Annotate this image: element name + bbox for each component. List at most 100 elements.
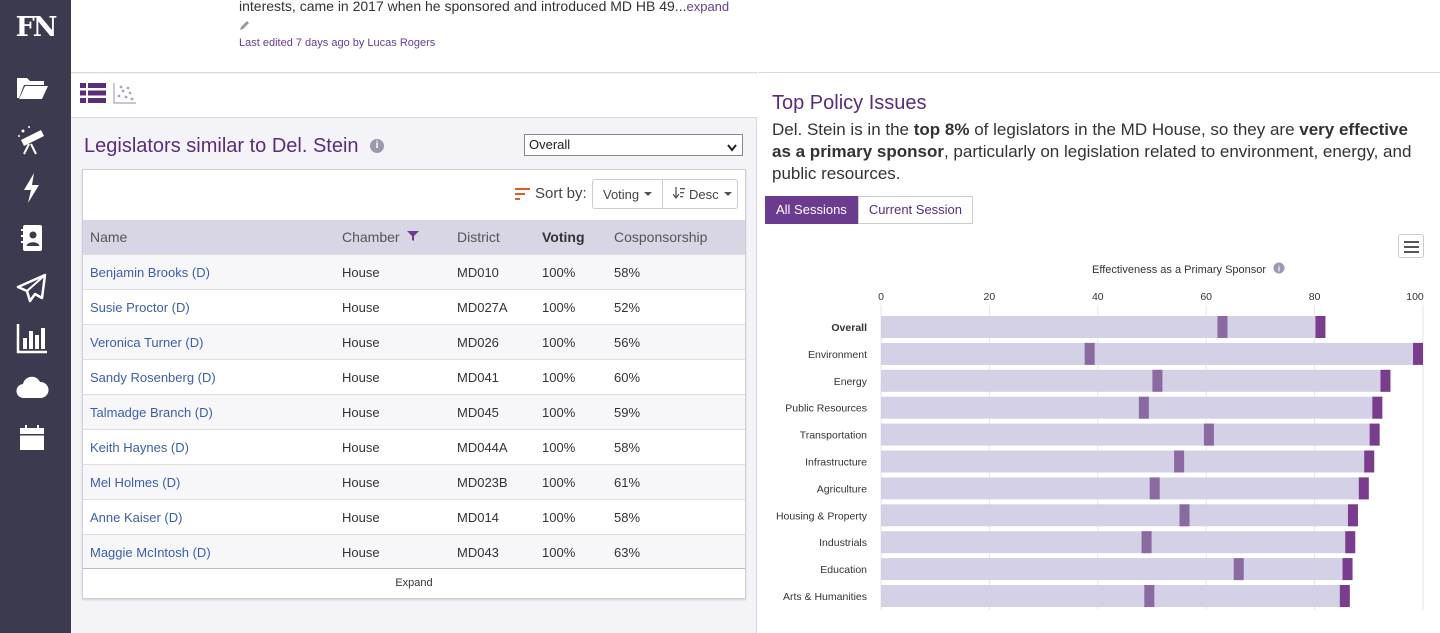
profile-summary: interests, came in 2017 when he sponsore… bbox=[71, 0, 757, 73]
filter-funnel-icon[interactable] bbox=[407, 229, 420, 245]
edit-pencil-icon[interactable] bbox=[239, 18, 251, 36]
score-marker bbox=[1144, 585, 1155, 607]
bar-chart-icon[interactable] bbox=[14, 320, 50, 356]
table-header: Name Chamber District Voting Cosponsorsh… bbox=[83, 220, 745, 254]
district-cell: MD026 bbox=[457, 335, 499, 350]
chart-menu-button[interactable] bbox=[1398, 234, 1424, 258]
table-row: Maggie McIntosh (D) House MD043 100% 63% bbox=[83, 534, 745, 569]
category-label: Environment bbox=[808, 349, 867, 361]
sidebar: FN bbox=[0, 0, 71, 633]
range-bar bbox=[881, 369, 1391, 392]
lightning-icon[interactable] bbox=[14, 170, 50, 206]
legislator-name-link[interactable]: Anne Kaiser (D) bbox=[90, 510, 183, 525]
cosponsorship-cell: 58% bbox=[614, 510, 641, 525]
calendar-icon[interactable] bbox=[14, 420, 50, 456]
chart-title: Effectiveness as a Primary Sponsor bbox=[1092, 264, 1266, 276]
column-header-voting[interactable]: Voting bbox=[542, 229, 585, 245]
cosponsorship-cell: 59% bbox=[614, 405, 641, 420]
column-header-district[interactable]: District bbox=[457, 229, 500, 245]
list-view-icon[interactable] bbox=[80, 82, 106, 109]
tab-current-session[interactable]: Current Session bbox=[857, 196, 974, 224]
column-header-chamber[interactable]: Chamber bbox=[342, 229, 420, 245]
district-cell: MD045 bbox=[457, 405, 499, 420]
similar-legislators-title: Legislators similar to Del. Stein bbox=[84, 135, 359, 157]
cosponsorship-cell: 61% bbox=[614, 475, 641, 490]
contact-book-icon[interactable] bbox=[14, 220, 50, 256]
sort-field-dropdown[interactable]: Voting bbox=[592, 179, 663, 209]
chamber-cell: House bbox=[342, 405, 380, 420]
telescope-icon[interactable] bbox=[14, 121, 50, 157]
table-row: Talmadge Branch (D) House MD045 100% 59% bbox=[83, 394, 745, 429]
top-policy-issues-title: Top Policy Issues bbox=[772, 92, 927, 114]
sort-order-dropdown[interactable]: Desc bbox=[662, 179, 738, 209]
score-marker bbox=[1203, 423, 1214, 446]
district-cell: MD041 bbox=[457, 370, 499, 385]
legislator-name-link[interactable]: Sandy Rosenberg (D) bbox=[90, 370, 216, 385]
score-marker bbox=[1233, 558, 1244, 581]
summary-part: , particularly on legislation related to… bbox=[772, 142, 1412, 183]
x-tick-label: 80 bbox=[1309, 291, 1321, 303]
expand-description-link[interactable]: expand bbox=[686, 0, 730, 14]
legislator-name-link[interactable]: Susie Proctor (D) bbox=[90, 300, 190, 315]
caret-down-icon bbox=[723, 192, 732, 196]
range-end-marker bbox=[1339, 585, 1350, 607]
range-bar bbox=[881, 558, 1353, 581]
district-cell: MD043 bbox=[457, 545, 499, 560]
sort-field-value: Voting bbox=[603, 186, 640, 202]
column-header-name[interactable]: Name bbox=[90, 229, 128, 245]
paper-plane-icon[interactable] bbox=[14, 270, 50, 306]
range-bar bbox=[881, 585, 1350, 607]
voting-cell: 100% bbox=[542, 335, 576, 350]
folder-icon[interactable] bbox=[14, 70, 50, 106]
legislator-name-link[interactable]: Keith Haynes (D) bbox=[90, 440, 189, 455]
sort-icon bbox=[515, 187, 531, 205]
chamber-cell: House bbox=[342, 545, 380, 560]
range-end-marker bbox=[1413, 342, 1423, 365]
chamber-cell: House bbox=[342, 300, 380, 315]
district-cell: MD044A bbox=[457, 440, 508, 455]
cloud-icon[interactable] bbox=[14, 370, 50, 406]
category-label: Industrials bbox=[819, 537, 867, 549]
district-cell: MD027A bbox=[457, 300, 508, 315]
summary-bold-part: top 8% bbox=[913, 120, 970, 139]
district-cell: MD010 bbox=[457, 265, 499, 280]
score-marker bbox=[1179, 504, 1190, 527]
info-icon[interactable]: i bbox=[370, 139, 384, 153]
app-logo[interactable]: FN bbox=[15, 12, 58, 43]
range-end-marker bbox=[1358, 477, 1369, 500]
profile-description: interests, came in 2017 when he sponsore… bbox=[239, 0, 729, 14]
legislator-name-link[interactable]: Veronica Turner (D) bbox=[90, 335, 204, 350]
left-panel: interests, came in 2017 when he sponsore… bbox=[71, 0, 757, 633]
table-row: Keith Haynes (D) House MD044A 100% 58% bbox=[83, 429, 745, 464]
x-tick-label: 0 bbox=[878, 291, 884, 303]
sort-descending-icon bbox=[672, 186, 685, 202]
sort-label: Sort by: bbox=[535, 185, 587, 202]
filter-selected-value: Overall bbox=[529, 137, 571, 152]
voting-cell: 100% bbox=[542, 545, 576, 560]
similar-legislators-table: Sort by: Voting Desc Name Chamber Distri… bbox=[82, 169, 746, 599]
cosponsorship-cell: 60% bbox=[614, 370, 641, 385]
column-header-cosponsorship[interactable]: Cosponsorship bbox=[614, 229, 708, 245]
category-label: Agriculture bbox=[817, 483, 867, 495]
score-marker bbox=[1149, 477, 1160, 500]
scatter-view-icon[interactable] bbox=[113, 82, 137, 109]
range-end-marker bbox=[1372, 396, 1383, 419]
sort-bar: Sort by: Voting Desc bbox=[83, 170, 745, 220]
legislator-name-link[interactable]: Mel Holmes (D) bbox=[90, 475, 181, 490]
chamber-cell: House bbox=[342, 475, 380, 490]
voting-cell: 100% bbox=[542, 475, 576, 490]
session-tabs: All Sessions Current Session bbox=[765, 196, 974, 224]
score-marker bbox=[1217, 316, 1228, 338]
range-bar bbox=[881, 450, 1375, 473]
similarity-filter-select[interactable]: Overall bbox=[524, 134, 743, 156]
legislator-name-link[interactable]: Talmadge Branch (D) bbox=[90, 405, 213, 420]
legislator-name-link[interactable]: Benjamin Brooks (D) bbox=[90, 265, 210, 280]
tab-all-sessions[interactable]: All Sessions bbox=[765, 196, 858, 224]
summary-part: of legislators in the MD House, so they … bbox=[969, 120, 1300, 139]
hamburger-icon-line bbox=[1404, 246, 1419, 248]
range-end-marker bbox=[1342, 558, 1353, 581]
legislator-name-link[interactable]: Maggie McIntosh (D) bbox=[90, 545, 211, 560]
range-end-marker bbox=[1315, 316, 1326, 338]
expand-table-button[interactable]: Expand bbox=[83, 568, 745, 598]
description-text: interests, came in 2017 when he sponsore… bbox=[239, 0, 687, 14]
